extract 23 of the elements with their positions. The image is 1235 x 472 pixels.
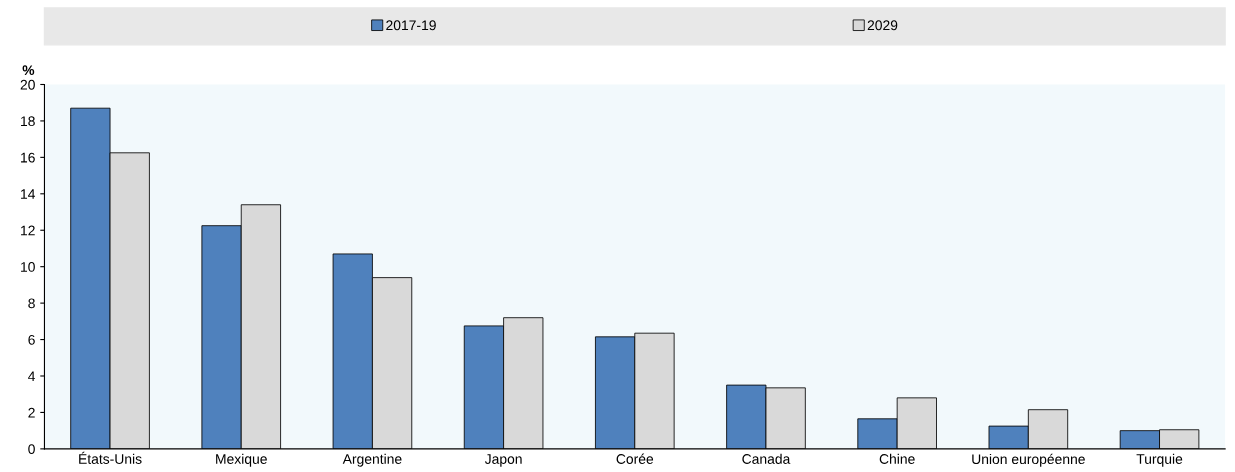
x-tick-label: Corée xyxy=(616,453,654,464)
x-tick-label: Mexique xyxy=(216,453,267,467)
x-tick-label: Union européenne xyxy=(972,453,1085,467)
x-tick-label: Turquie xyxy=(1136,453,1183,467)
y-tick-label: 4 xyxy=(28,371,36,382)
y-tick-label: 0 xyxy=(28,444,35,455)
y-tick-label: 12 xyxy=(21,225,35,236)
legend-label: 2029 xyxy=(867,20,898,31)
x-tick-label: Canada xyxy=(742,453,791,464)
x-tick-label: États-Unis xyxy=(79,451,142,464)
y-tick-label: 8 xyxy=(28,298,35,309)
legend-label: 2017-19 xyxy=(386,20,436,31)
y-tick-label: 14 xyxy=(21,189,36,199)
y-tick-label: 6 xyxy=(28,334,35,345)
x-tick-label: Japon xyxy=(484,454,522,467)
x-tick-label: Chine xyxy=(879,453,915,464)
y-tick-label: 10 xyxy=(21,262,35,272)
x-tick-label: Argentine xyxy=(342,453,402,467)
y-tick-label: 20 xyxy=(20,79,35,90)
y-tick-label: 16 xyxy=(21,152,35,163)
y-axis-title: % xyxy=(22,65,35,76)
y-tick-label: 2 xyxy=(28,407,35,418)
y-tick-label: 18 xyxy=(21,116,35,127)
